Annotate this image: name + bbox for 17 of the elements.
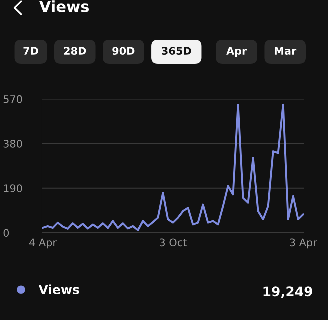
- y-tick-label: 190: [4, 184, 22, 192]
- line-series: [42, 104, 304, 232]
- text: 19,249: [264, 286, 312, 298]
- y-tick-label: 380: [4, 140, 22, 148]
- text: 7D: [24, 47, 38, 55]
- legend-label: Views: [38, 284, 80, 294]
- x-tick-label: 3 Apr: [290, 238, 318, 249]
- x-tick-label: 4 Apr: [30, 238, 57, 249]
- x-tick-label: 3 Oct: [160, 238, 187, 247]
- y-tick-label: 570: [4, 95, 22, 104]
- text: 365D: [162, 47, 192, 56]
- text: 90D: [112, 47, 135, 56]
- chart-title: Views: [39, 0, 89, 12]
- y-tick-label: 0: [4, 229, 10, 238]
- text: 28D: [64, 47, 86, 56]
- text: Mar: [275, 47, 297, 56]
- text: Apr: [226, 47, 248, 58]
